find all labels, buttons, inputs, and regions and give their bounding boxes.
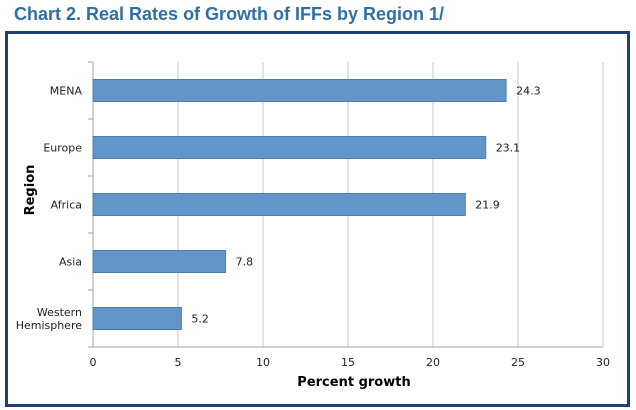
data-label: 24.3: [516, 85, 541, 98]
x-tick-label: 10: [256, 356, 270, 369]
y-tick-label: MENA: [50, 85, 83, 98]
y-tick-label: Europe: [43, 142, 82, 155]
x-tick-label: 5: [175, 356, 182, 369]
data-label: 7.8: [236, 256, 254, 269]
axes: 0 5 10 15 20 25 30 MENA Europe Africa Asia Western H…: [16, 61, 610, 369]
data-label: 23.1: [496, 142, 521, 155]
data-label: 21.9: [475, 199, 500, 212]
x-tick-label: 25: [511, 356, 525, 369]
bar: [92, 193, 466, 216]
x-tick-label: 30: [596, 356, 610, 369]
bar: [92, 307, 182, 330]
y-tick-label: Western Hemisphere: [16, 306, 83, 332]
bar: [92, 79, 507, 102]
bars: 24.3 23.1 21.9 7.8 5.2: [92, 79, 541, 330]
data-label: 5.2: [191, 313, 209, 326]
x-tick-label: 0: [90, 356, 97, 369]
y-axis-title: Region: [23, 165, 38, 216]
bar: [92, 136, 487, 159]
chart-title: Chart 2. Real Rates of Growth of IFFs by…: [14, 4, 445, 24]
bar: [92, 250, 227, 273]
x-tick-label: 15: [341, 356, 355, 369]
x-tick-label: 20: [426, 356, 440, 369]
y-tick-label: Asia: [59, 256, 82, 269]
x-axis-title: Percent growth: [297, 375, 410, 390]
y-tick-label: Africa: [51, 199, 82, 212]
